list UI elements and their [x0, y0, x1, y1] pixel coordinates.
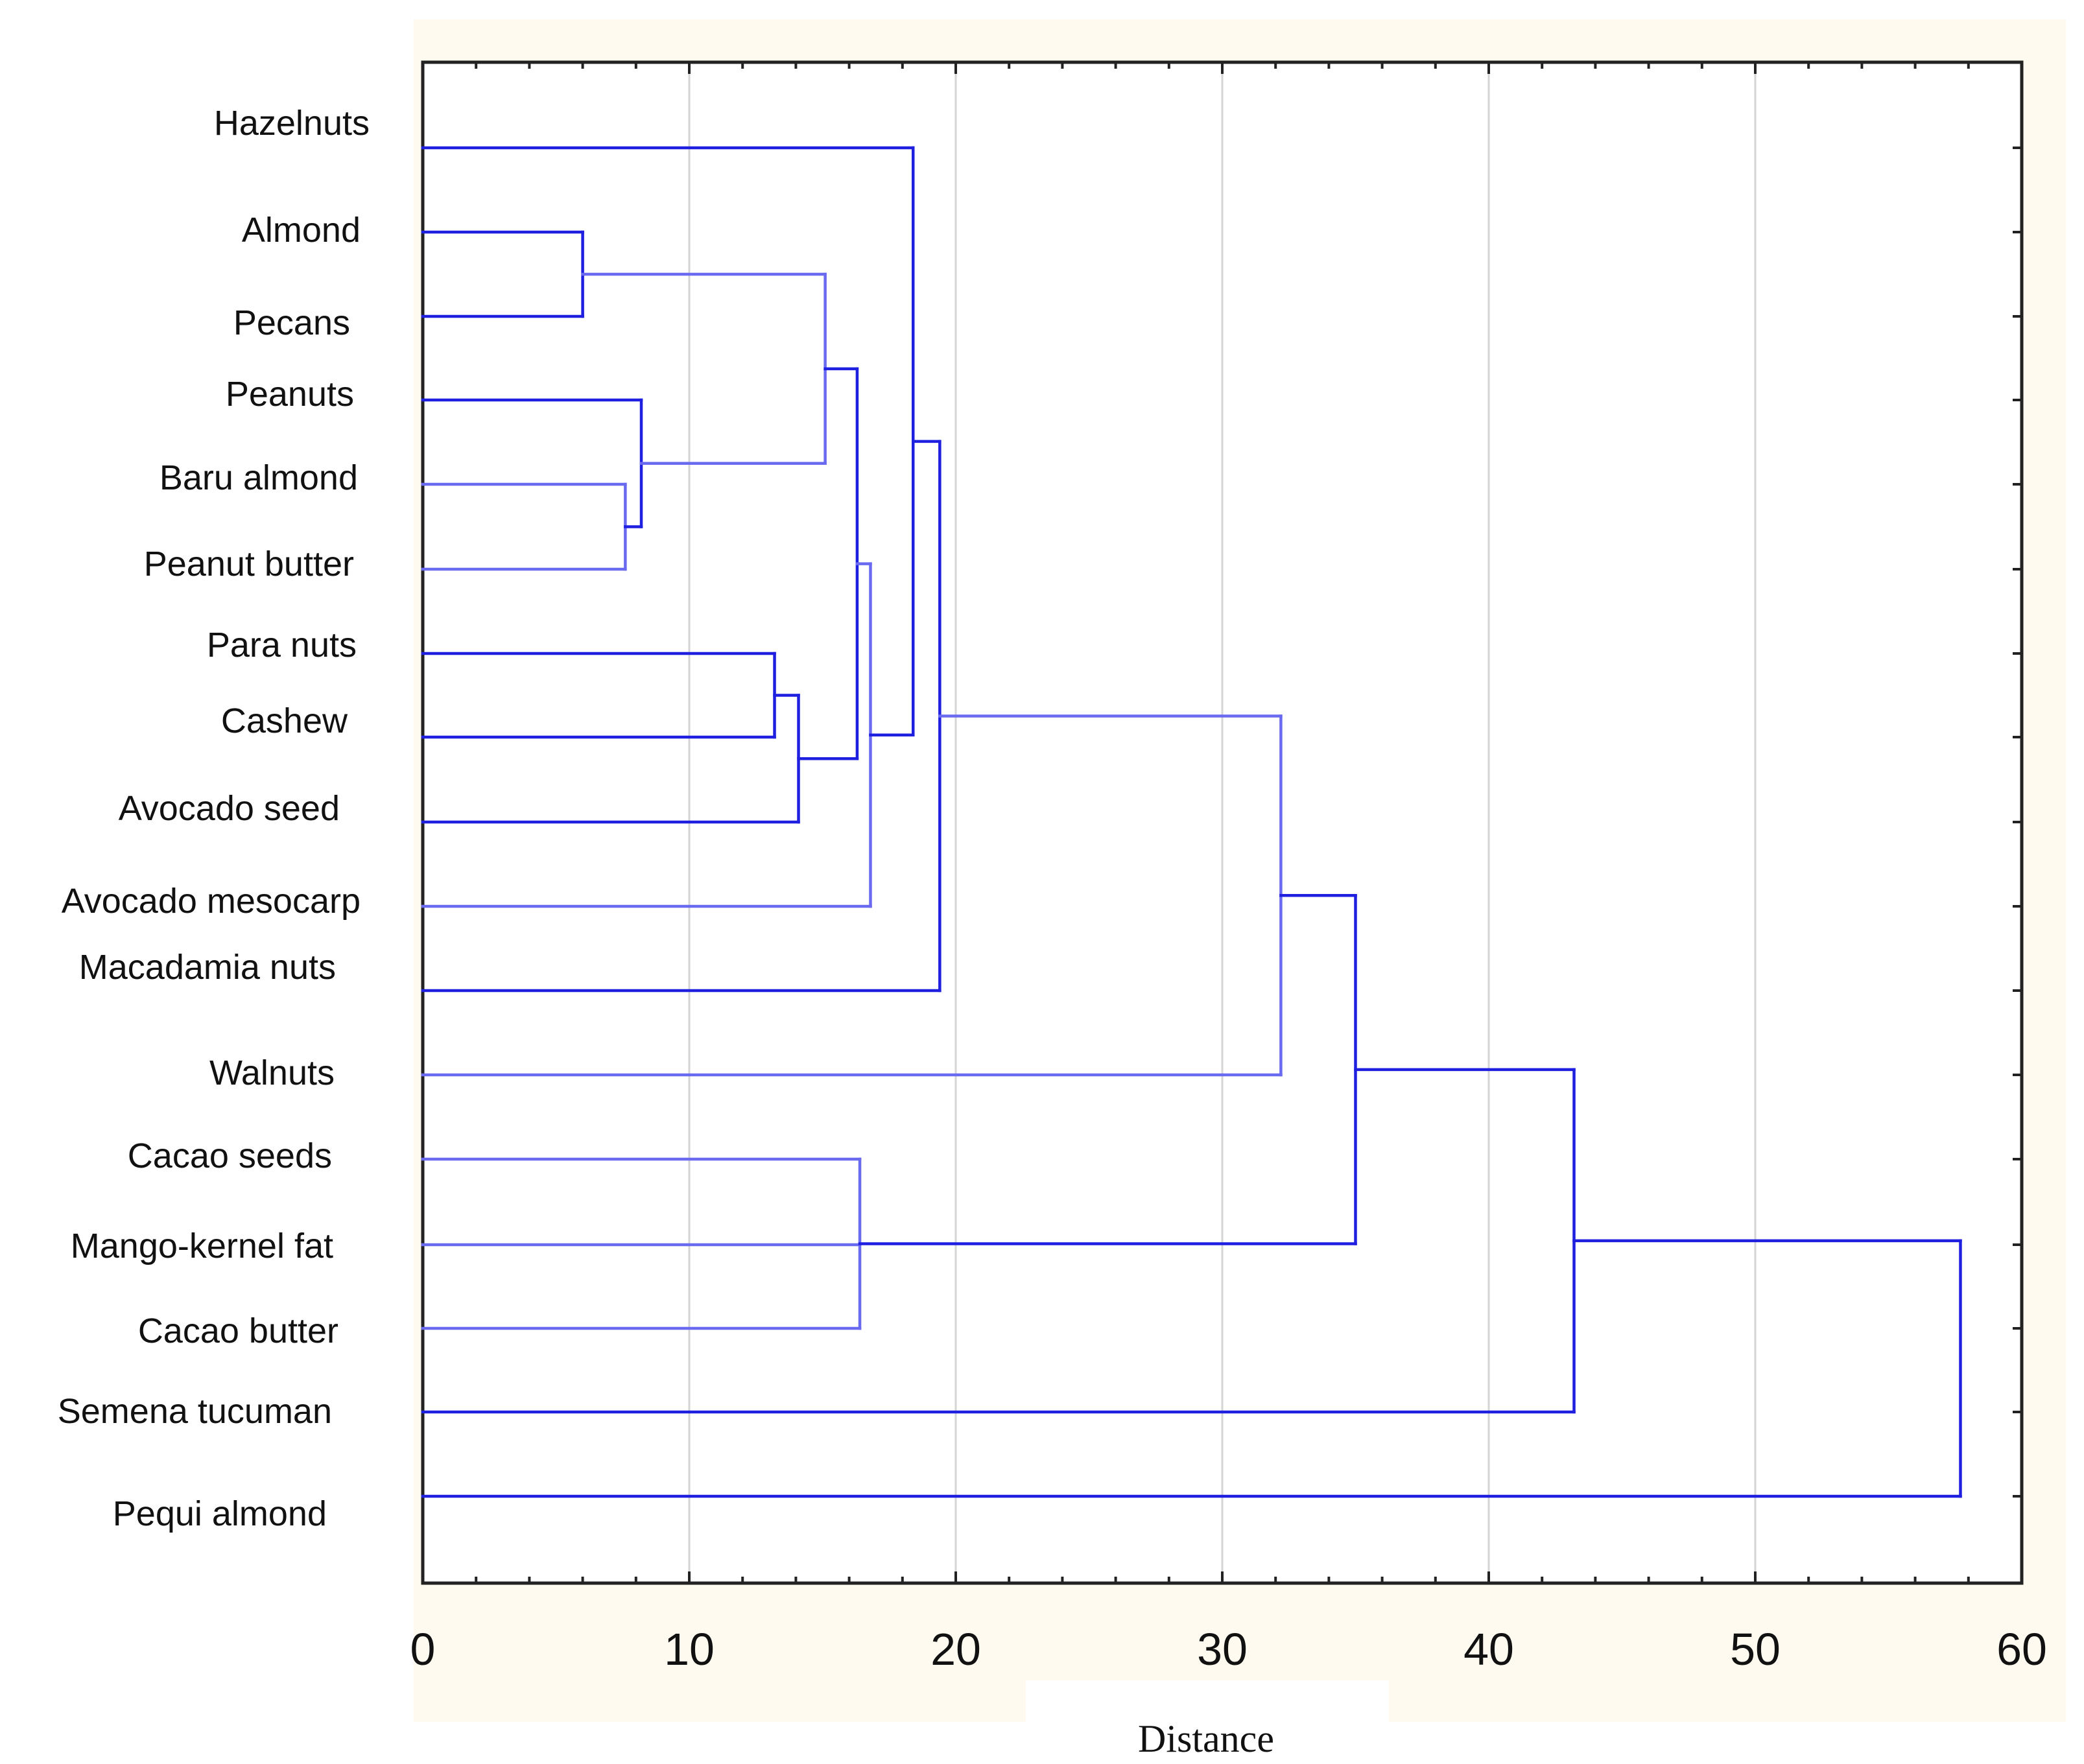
leaf-label-avocado-mesocarp: Avocado mesocarp: [62, 882, 361, 921]
x-tick-label-30: 30: [1197, 1624, 1248, 1675]
leaf-label-walnuts: Walnuts: [209, 1053, 335, 1092]
leaf-label-mango-kernel-fat: Mango-kernel fat: [71, 1227, 333, 1265]
x-axis-title: Distance: [1138, 1717, 1274, 1760]
x-tick-label-0: 0: [410, 1624, 436, 1675]
leaf-label-almond: Almond: [242, 211, 361, 250]
leaf-label-semena-tucuman: Semena tucuman: [58, 1392, 332, 1431]
leaf-label-macadamia-nuts: Macadamia nuts: [79, 948, 336, 987]
merge-m15: [421, 1239, 1962, 1498]
dendrogram-links: [421, 146, 1962, 1498]
axis-title-background: [1026, 1680, 1389, 1764]
x-tick-label-20: 20: [930, 1624, 981, 1675]
x-tick-label-50: 50: [1730, 1624, 1781, 1675]
leaf-label-pequi-almond: Pequi almond: [113, 1494, 327, 1533]
leaf-label-para-nuts: Para nuts: [207, 626, 357, 664]
x-tick-label-40: 40: [1463, 1624, 1514, 1675]
leaf-labels: Hazelnuts Almond Pecans Peanuts Baru almond P…: [58, 104, 370, 1533]
x-tick-label-10: 10: [664, 1624, 715, 1675]
leaf-label-baru-almond: Baru almond: [160, 458, 358, 497]
leaf-label-avocado-seed: Avocado seed: [119, 789, 340, 828]
leaf-label-pecans: Pecans: [233, 303, 350, 342]
leaf-label-cashew: Cashew: [221, 701, 348, 740]
leaf-label-cacao-seeds: Cacao seeds: [128, 1136, 332, 1175]
leaf-label-peanut-butter: Peanut butter: [144, 545, 354, 583]
leaf-label-hazelnuts: Hazelnuts: [214, 104, 370, 143]
x-tick-label-60: 60: [1996, 1624, 2047, 1675]
leaf-label-cacao-butter: Cacao butter: [138, 1311, 338, 1350]
x-tick-labels: 0 10 20 30 40 50 60: [410, 1624, 2047, 1675]
leaf-label-peanuts: Peanuts: [226, 375, 354, 414]
merge-m9: [421, 1157, 862, 1330]
